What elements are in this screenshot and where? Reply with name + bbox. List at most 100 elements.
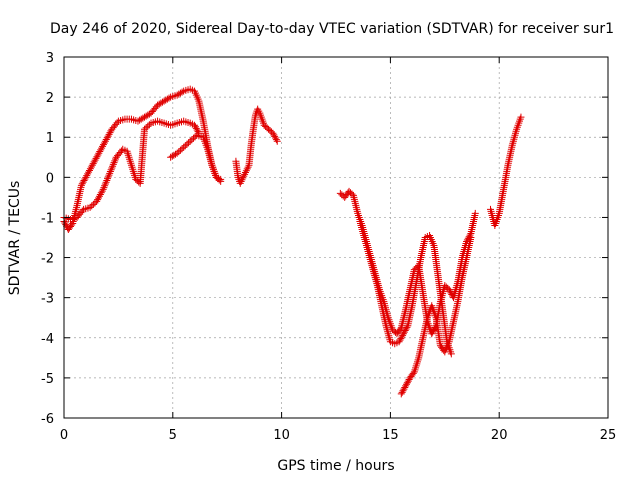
y-tick-label: 1 [46,131,54,146]
x-tick-label: 25 [600,428,617,443]
data-point [399,387,407,395]
data-point [445,286,453,294]
data-point [165,94,173,102]
data-point [240,172,248,180]
data-point [176,146,184,154]
data-point [192,124,200,132]
data-point [403,379,411,387]
data-point [429,327,437,335]
data-point [101,180,109,188]
data-point [401,384,409,392]
data-point [194,128,202,136]
data-point [428,330,436,338]
data-point [409,369,417,377]
data-point [98,187,106,195]
data-point [79,178,87,186]
data-point [403,380,411,388]
data-point [400,328,408,336]
data-point [270,131,278,139]
data-point [68,221,76,229]
data-point [402,325,410,333]
data-point [109,162,117,170]
y-tick-label: -6 [41,412,54,427]
data-point [238,176,246,184]
data-point [142,124,150,132]
data-point [243,165,251,173]
data-point [271,132,279,140]
data-point [109,160,117,168]
series-track-d [232,105,281,187]
data-point [102,178,110,186]
series-track-g [397,234,475,398]
data-point [81,175,89,183]
data-point [103,176,111,184]
y-axis-label: SDTVAR / TECUs [7,181,23,296]
data-point [105,171,113,179]
data-point [106,168,114,176]
data-point [395,338,403,346]
data-point [104,175,112,183]
data-point [241,170,249,178]
data-point [185,139,193,147]
x-axis-label: GPS time / hours [277,458,394,474]
data-point [88,202,96,210]
data-point [269,129,277,137]
data-point [181,142,189,150]
data-point [241,169,249,177]
data-point [100,184,108,192]
data-point [402,382,410,390]
axis-ticks: 0 5 10 15 20 25 -6 -5 -4 -3 -2 -1 0 1 2 3 [41,51,616,443]
data-point [401,327,409,335]
data-point [173,149,181,157]
data-point [396,325,404,333]
x-tick-label: 5 [169,428,177,443]
data-point [183,140,191,148]
series-track-e [336,187,479,338]
data-point [89,200,97,208]
y-tick-label: 3 [46,51,54,66]
data-point [430,325,438,333]
data-point [144,122,152,130]
series-track-f [356,217,455,358]
series-track-b [60,117,203,223]
data-point [178,88,186,96]
data-point [397,390,405,398]
data-point [400,385,408,393]
y-tick-label: -5 [41,372,54,387]
x-tick-label: 0 [60,428,68,443]
data-point [272,136,280,144]
data-point [188,136,196,144]
chart-title: Day 246 of 2020, Sidereal Day-to-day VTE… [50,21,614,37]
data-point [108,164,116,172]
series-track-h [486,113,525,229]
data-point [517,113,525,121]
data-point [62,221,70,229]
data-point [396,336,404,344]
data-point [111,157,119,165]
plot-frame [63,56,609,419]
data-point [467,234,475,241]
data-point [272,134,280,142]
data-points [60,85,525,398]
data-point [403,323,411,331]
y-tick-label: -2 [41,252,54,267]
y-tick-label: -1 [41,211,54,226]
x-tick-label: 15 [382,428,399,443]
data-point [78,180,86,188]
data-point [398,333,406,341]
grid-layer [64,57,608,418]
y-tick-label: -4 [41,332,54,347]
data-point [236,179,244,187]
data-point [273,137,281,145]
data-point [404,377,412,385]
data-point [106,169,114,177]
data-point [178,145,186,153]
y-tick-label: 2 [46,91,54,106]
data-point [186,137,194,145]
data-point [141,125,149,133]
data-point [471,209,479,217]
data-point [399,330,407,338]
data-point [217,175,225,183]
data-point [191,121,199,129]
